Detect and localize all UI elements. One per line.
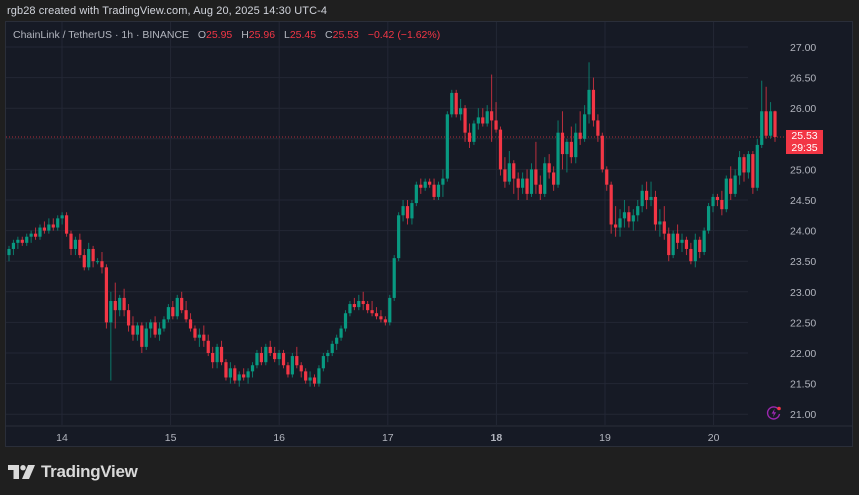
chart-grid [6, 22, 852, 427]
flash-alert-icon[interactable] [766, 405, 782, 421]
chart-pane[interactable] [5, 21, 853, 447]
time-tick-label: 16 [273, 432, 285, 444]
time-tick-label: 17 [382, 432, 394, 444]
price-axis[interactable]: 27.0026.5026.0025.5025.0024.5024.0023.50… [790, 42, 816, 421]
last-price-tag: 25.53 29:35 [786, 130, 823, 154]
brand-name: TradingView [41, 462, 138, 481]
tradingview-logo[interactable]: TradingView [8, 462, 138, 482]
price-tick-label: 26.00 [790, 103, 816, 115]
time-tick-label: 19 [599, 432, 611, 444]
last-price-value: 25.53 [791, 130, 818, 142]
low-label: L [283, 29, 290, 41]
price-tick-label: 23.00 [790, 287, 816, 299]
price-tick-label: 26.50 [790, 73, 816, 85]
low-value: 25.45 [289, 29, 317, 41]
price-tick-label: 24.00 [790, 226, 816, 238]
price-tick-label: 22.00 [790, 348, 816, 360]
time-tick-label: 14 [56, 432, 68, 444]
time-tick-label: 20 [708, 432, 720, 444]
change-value: −0.42 (−1.62%) [367, 29, 441, 41]
price-tick-label: 23.50 [790, 256, 816, 268]
candles [7, 62, 777, 387]
price-tick-label: 27.00 [790, 42, 816, 54]
price-tick-label: 21.50 [790, 379, 816, 391]
symbol-title[interactable]: ChainLink / TetherUS · 1h · BINANCE [13, 29, 190, 41]
high-label: H [241, 29, 249, 41]
time-tick-label: 15 [165, 432, 177, 444]
price-tick-label: 21.00 [790, 409, 816, 421]
bar-countdown: 29:35 [791, 141, 818, 154]
close-label: C [325, 29, 333, 41]
tradingview-logo-icon [8, 465, 35, 479]
price-tick-label: 25.00 [790, 164, 816, 176]
symbol-legend: ChainLink / TetherUS · 1h · BINANCE O25.… [13, 29, 446, 41]
high-value: 25.96 [248, 29, 276, 41]
chart-credit: rgb28 created with TradingView.com, Aug … [7, 5, 328, 17]
time-tick-label: 18 [491, 432, 503, 444]
time-axis[interactable]: 14 15 16 17 18 19 20 [56, 432, 719, 444]
price-tick-label: 22.50 [790, 317, 816, 329]
price-tick-label: 24.50 [790, 195, 816, 207]
open-value: 25.95 [205, 29, 233, 41]
close-value: 25.53 [332, 29, 359, 41]
open-label: O [197, 29, 206, 41]
